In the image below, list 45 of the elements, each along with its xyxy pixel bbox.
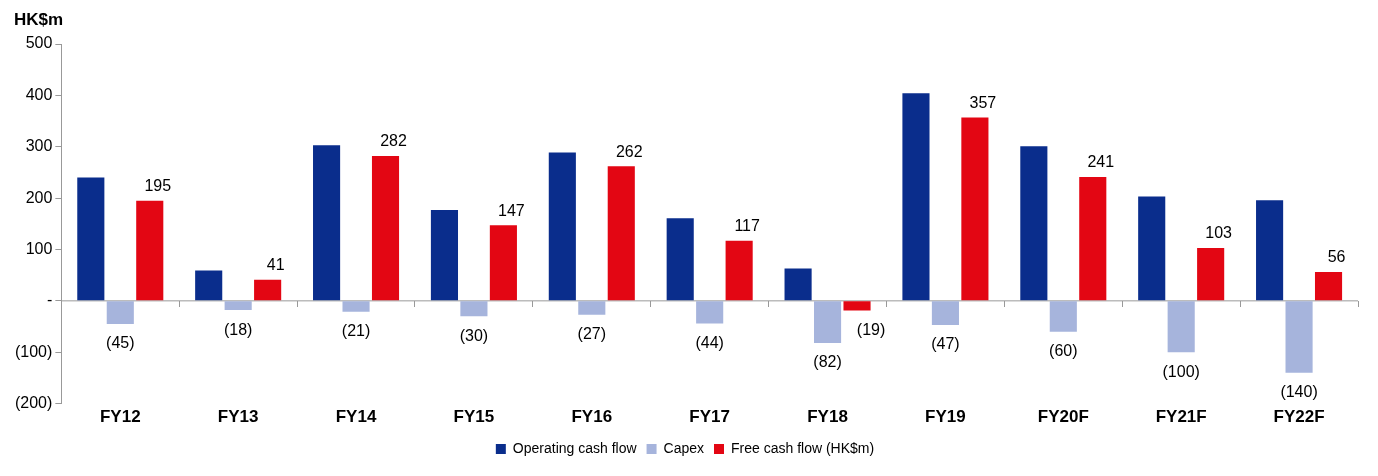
data-label: 103 [1205,224,1233,242]
y-tick-label: 300 [25,137,53,155]
data-label: 195 [144,177,172,195]
data-label: (47) [931,335,960,353]
y-tick-label: 400 [25,85,53,103]
x-tick-label: FY19 [925,407,966,427]
y-axis-title: HK$m [14,10,64,30]
y-tick-label: - [47,291,53,309]
data-label: (45) [106,334,135,352]
y-tick-label: (200) [14,394,53,412]
data-label: (18) [223,320,253,338]
legend-label: Operating cash flow [512,439,638,456]
data-label: (140) [1280,383,1318,401]
data-label: 56 [1327,248,1346,266]
data-label: 147 [498,201,525,219]
legend-label: Free cash flow (HK$m) [731,439,875,456]
x-tick-label: FY16 [571,407,613,427]
data-label: (82) [813,353,842,371]
x-tick-label: FY17 [689,407,730,427]
x-tick-label: FY18 [807,407,848,427]
y-tick-label: 200 [25,188,53,206]
x-tick-label: FY20F [1037,407,1089,427]
y-tick-label: (100) [14,342,53,360]
data-label: 117 [734,217,760,235]
data-label: (60) [1049,342,1078,360]
x-tick-label: FY22F [1273,407,1325,427]
y-tick-label: 500 [25,34,53,52]
data-label: (19) [856,321,886,339]
data-label: (21) [341,322,371,340]
data-label: 241 [1087,153,1115,171]
y-tick-label: 100 [25,239,53,257]
data-label: 357 [969,93,997,111]
data-label: 282 [380,132,407,150]
data-label: (27) [577,325,607,343]
data-label: (44) [695,333,724,351]
x-tick-label: FY14 [335,407,377,427]
x-tick-label: FY12 [99,407,141,427]
data-label: (100) [1162,362,1200,380]
x-tick-label: FY13 [217,407,259,427]
data-label: (30) [459,326,489,344]
x-tick-label: FY21F [1155,407,1207,427]
data-label: 41 [266,256,285,274]
data-label: 262 [615,142,643,160]
x-tick-label: FY15 [453,407,495,427]
legend-label: Capex [663,439,705,456]
